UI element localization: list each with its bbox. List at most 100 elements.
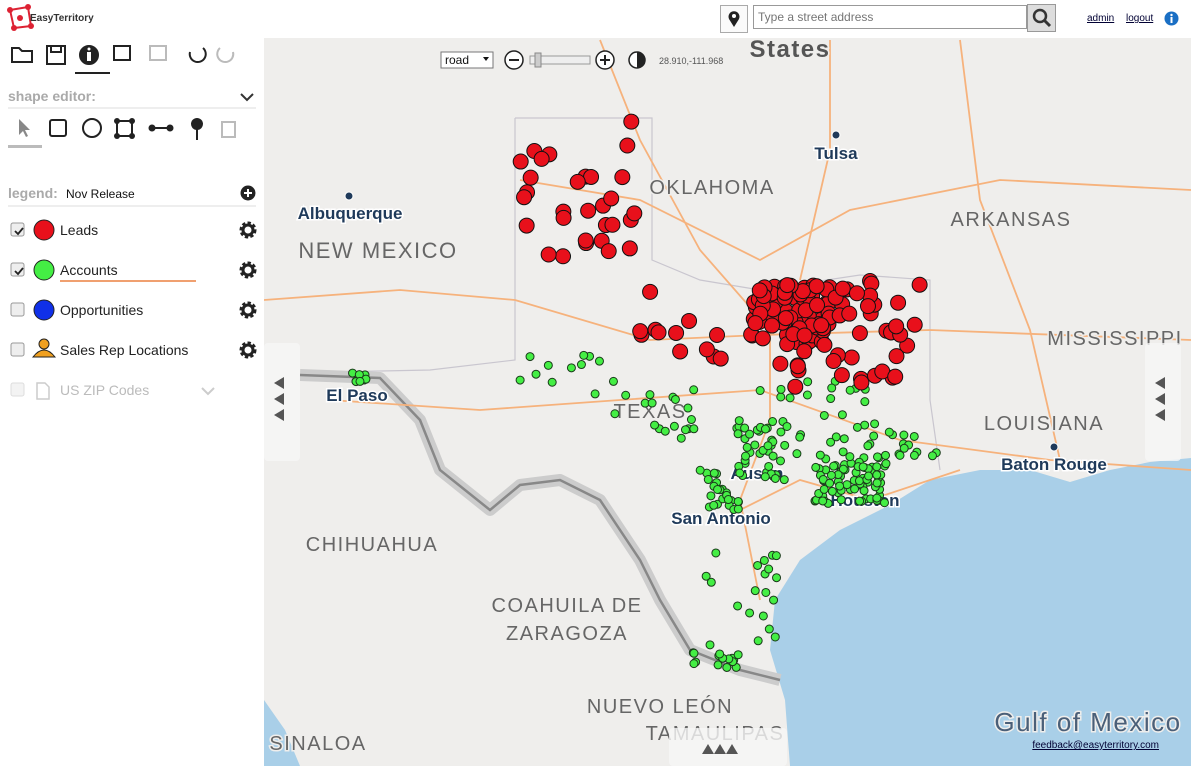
- gulf-water: [770, 458, 1191, 766]
- account-marker: [543, 360, 553, 370]
- account-marker: [802, 390, 812, 400]
- locate-button[interactable]: [720, 5, 748, 33]
- region-label: Gulf of Mexico: [994, 707, 1181, 737]
- account-marker: [355, 376, 365, 386]
- zoom-in[interactable]: [595, 50, 615, 70]
- collapse[interactable]: [240, 93, 254, 102]
- layer-settings[interactable]: [239, 301, 257, 319]
- logout-link[interactable]: logout: [1126, 13, 1154, 24]
- add-layer[interactable]: [240, 185, 256, 201]
- account-marker: [647, 398, 657, 408]
- feedback-link[interactable]: feedback@easyterritory.com: [1032, 740, 1159, 751]
- map-style-select[interactable]: road: [440, 51, 494, 69]
- layer-checkbox[interactable]: [10, 342, 25, 357]
- layer-checkbox[interactable]: [10, 262, 25, 277]
- account-marker: [701, 571, 711, 581]
- account-marker: [547, 377, 557, 387]
- account-marker: [734, 416, 744, 426]
- account-marker: [706, 491, 716, 501]
- account-marker: [683, 403, 693, 413]
- layer-name: Accounts: [60, 262, 118, 278]
- lead-marker: [583, 168, 600, 185]
- delete-tool[interactable]: [221, 121, 236, 138]
- lead-marker: [555, 248, 572, 265]
- account-marker: [872, 462, 882, 472]
- layer-row: Accounts: [0, 253, 264, 287]
- city-dot: [831, 130, 841, 140]
- redo[interactable]: [216, 47, 235, 63]
- admin-link[interactable]: admin: [1087, 13, 1115, 24]
- account-marker: [689, 648, 699, 658]
- layer-settings[interactable]: [239, 261, 257, 279]
- city-label: Baton Rouge: [1001, 455, 1107, 474]
- lead-marker: [789, 358, 806, 375]
- circle-tool[interactable]: [82, 118, 102, 138]
- region-label: LOUISIANA: [984, 413, 1104, 435]
- layer-settings[interactable]: [239, 221, 257, 239]
- account-marker: [745, 429, 755, 439]
- zoom-out[interactable]: [504, 50, 524, 70]
- layer-checkbox[interactable]: [10, 222, 25, 237]
- account-marker: [711, 548, 721, 558]
- layer-name: Sales Rep Locations: [60, 342, 189, 358]
- left-expander[interactable]: [264, 343, 300, 461]
- lead-marker: [834, 280, 851, 297]
- layer-settings[interactable]: [239, 341, 257, 359]
- undo[interactable]: [188, 47, 207, 63]
- region-label: SINALOA: [269, 733, 366, 755]
- open-icon[interactable]: [11, 47, 33, 63]
- account-marker: [776, 456, 786, 466]
- save-icon[interactable]: [46, 45, 66, 65]
- layer-settings[interactable]: [201, 387, 215, 396]
- layer-icon: [33, 259, 55, 281]
- lead-marker: [577, 232, 594, 249]
- account-marker: [819, 410, 829, 420]
- lead-marker: [843, 349, 860, 366]
- account-marker: [761, 587, 771, 597]
- right-expander[interactable]: [1145, 343, 1181, 461]
- account-marker: [703, 475, 713, 485]
- account-marker: [669, 421, 679, 431]
- expander-arrow: [274, 409, 284, 421]
- select-arrow: [483, 57, 489, 61]
- account-marker: [880, 450, 890, 460]
- account-marker: [869, 431, 879, 441]
- search-button[interactable]: [1027, 4, 1056, 32]
- lead-marker: [712, 350, 729, 367]
- account-marker: [709, 468, 719, 478]
- road: [519, 179, 1191, 262]
- side-panel: shape editor: legend: Nov Release Leads …: [0, 38, 264, 766]
- region-label: States: [749, 38, 830, 63]
- address-input[interactable]: [753, 5, 1027, 29]
- account-marker: [870, 419, 880, 429]
- polygon-tool[interactable]: [116, 120, 133, 137]
- lead-marker: [779, 277, 796, 294]
- account-marker: [689, 424, 699, 434]
- bottom-expander[interactable]: [669, 728, 787, 766]
- rect-tool[interactable]: [49, 119, 67, 137]
- lead-marker: [600, 243, 617, 260]
- info-icon[interactable]: [1164, 11, 1179, 26]
- lead-marker: [533, 150, 550, 167]
- account-marker: [579, 350, 589, 360]
- layer-checkbox[interactable]: [10, 302, 25, 317]
- select-tool[interactable]: [19, 119, 30, 137]
- map[interactable]: States OKLAHOMA NEW MEXICO ARKANSAS MISSISSI…: [264, 38, 1191, 766]
- table-add[interactable]: [149, 45, 167, 61]
- account-marker: [576, 360, 586, 370]
- expander-arrow: [702, 744, 714, 754]
- lead-marker: [518, 217, 535, 234]
- account-marker: [835, 481, 845, 491]
- lead-marker: [825, 353, 842, 370]
- account-marker: [881, 459, 891, 469]
- city-label: El Paso: [326, 386, 387, 405]
- layer-checkbox[interactable]: [10, 382, 25, 397]
- account-marker: [779, 475, 789, 485]
- logo-text: EasyTerritory: [30, 13, 94, 24]
- account-marker: [763, 441, 773, 451]
- lead-marker: [813, 317, 830, 334]
- account-marker: [742, 442, 752, 452]
- account-marker: [525, 352, 535, 362]
- account-marker: [909, 431, 919, 441]
- table-export[interactable]: [113, 45, 131, 61]
